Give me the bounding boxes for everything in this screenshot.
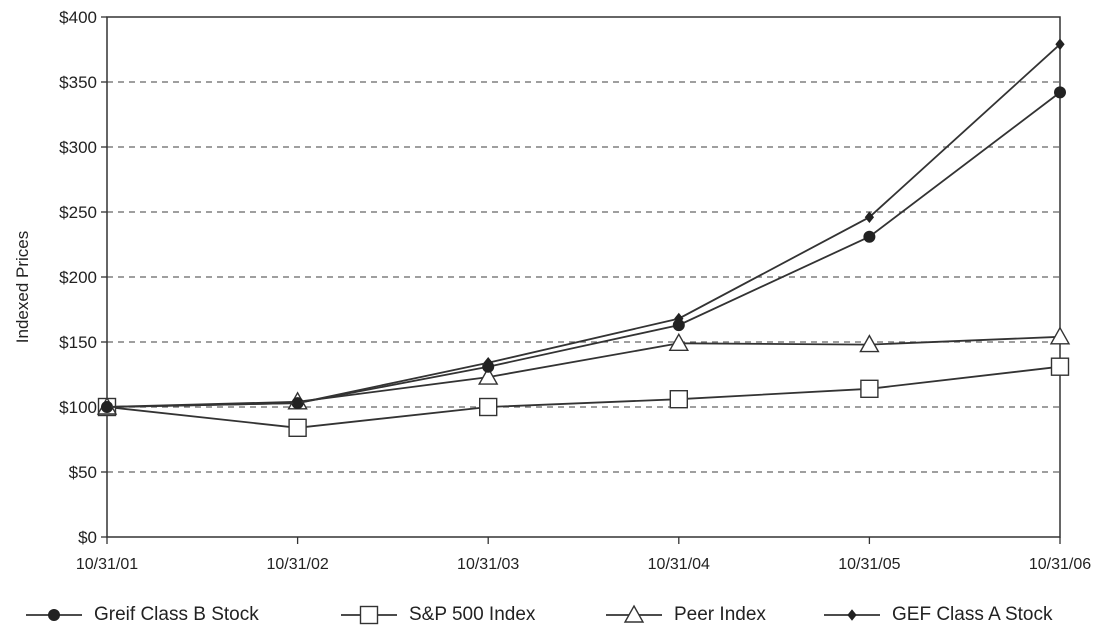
legend-item: GEF Class A Stock [820, 597, 1053, 633]
data-point [864, 211, 875, 224]
series-line [106, 43, 1061, 408]
data-point [288, 418, 307, 437]
x-tick-label: 10/31/04 [648, 556, 710, 573]
data-point [860, 379, 879, 398]
series-lines [96, 38, 1071, 437]
data-point [1049, 326, 1071, 345]
data-point [669, 390, 688, 409]
y-tick-label: $100 [59, 398, 97, 417]
legend-symbol [48, 609, 60, 621]
data-point [102, 401, 112, 413]
x-tick-label: 10/31/05 [838, 556, 900, 573]
grid-lines [107, 81, 1060, 473]
y-tick-label: $0 [78, 528, 97, 547]
y-axis-title: Indexed Prices [13, 231, 32, 343]
data-point [859, 334, 880, 353]
x-axis-ticks: 10/31/01 10/31/02 10/31/03 10/31/04 10/31/05… [76, 537, 1091, 573]
series-1 [97, 357, 1070, 437]
y-tick-label: $150 [59, 333, 97, 352]
legend-marker [26, 609, 82, 621]
data-point [478, 366, 499, 385]
legend-symbol [847, 609, 857, 621]
x-tick-label: 10/31/06 [1029, 556, 1091, 573]
y-tick-label: $50 [69, 463, 97, 482]
data-point [1050, 357, 1070, 376]
legend-item: Peer Index [602, 597, 766, 633]
y-tick-label: $250 [59, 203, 97, 222]
legend-marker [606, 604, 662, 623]
data-point [1055, 38, 1065, 51]
legend-item: Greif Class B Stock [22, 597, 259, 633]
legend-item: S&P 500 Index [337, 597, 535, 633]
series-line [106, 335, 1061, 408]
x-tick-label: 10/31/01 [76, 556, 138, 573]
data-point [863, 230, 876, 243]
legend: Greif Class B Stock S&P 500 Index Peer Ind… [0, 597, 1111, 633]
legend-label: Greif Class B Stock [94, 604, 259, 625]
legend-label: GEF Class A Stock [892, 604, 1053, 625]
data-point [1054, 86, 1066, 99]
legend-symbol [623, 604, 645, 623]
y-axis-ticks: $0 $50 $100 $150 $200 $250 $300 $350 $400 [59, 8, 107, 547]
legend-label: Peer Index [674, 604, 766, 625]
legend-marker [341, 605, 397, 625]
data-point [479, 397, 498, 417]
data-point [483, 356, 493, 369]
legend-symbol [359, 605, 379, 625]
data-point [292, 397, 303, 409]
line-chart: $0 $50 $100 $150 $200 $250 $300 $350 $400 10/31/… [13, 8, 1091, 573]
x-tick-label: 10/31/03 [457, 556, 519, 573]
series-3 [102, 38, 1065, 413]
data-point [668, 332, 689, 351]
y-tick-label: $350 [59, 73, 97, 92]
legend-marker [824, 609, 880, 621]
y-tick-label: $200 [59, 268, 97, 287]
y-tick-label: $300 [59, 138, 97, 157]
legend-label: S&P 500 Index [409, 604, 536, 625]
data-point [674, 312, 684, 325]
series-0 [101, 86, 1066, 413]
series-line [106, 365, 1061, 429]
y-tick-label: $400 [59, 8, 97, 27]
x-tick-label: 10/31/02 [266, 556, 328, 573]
